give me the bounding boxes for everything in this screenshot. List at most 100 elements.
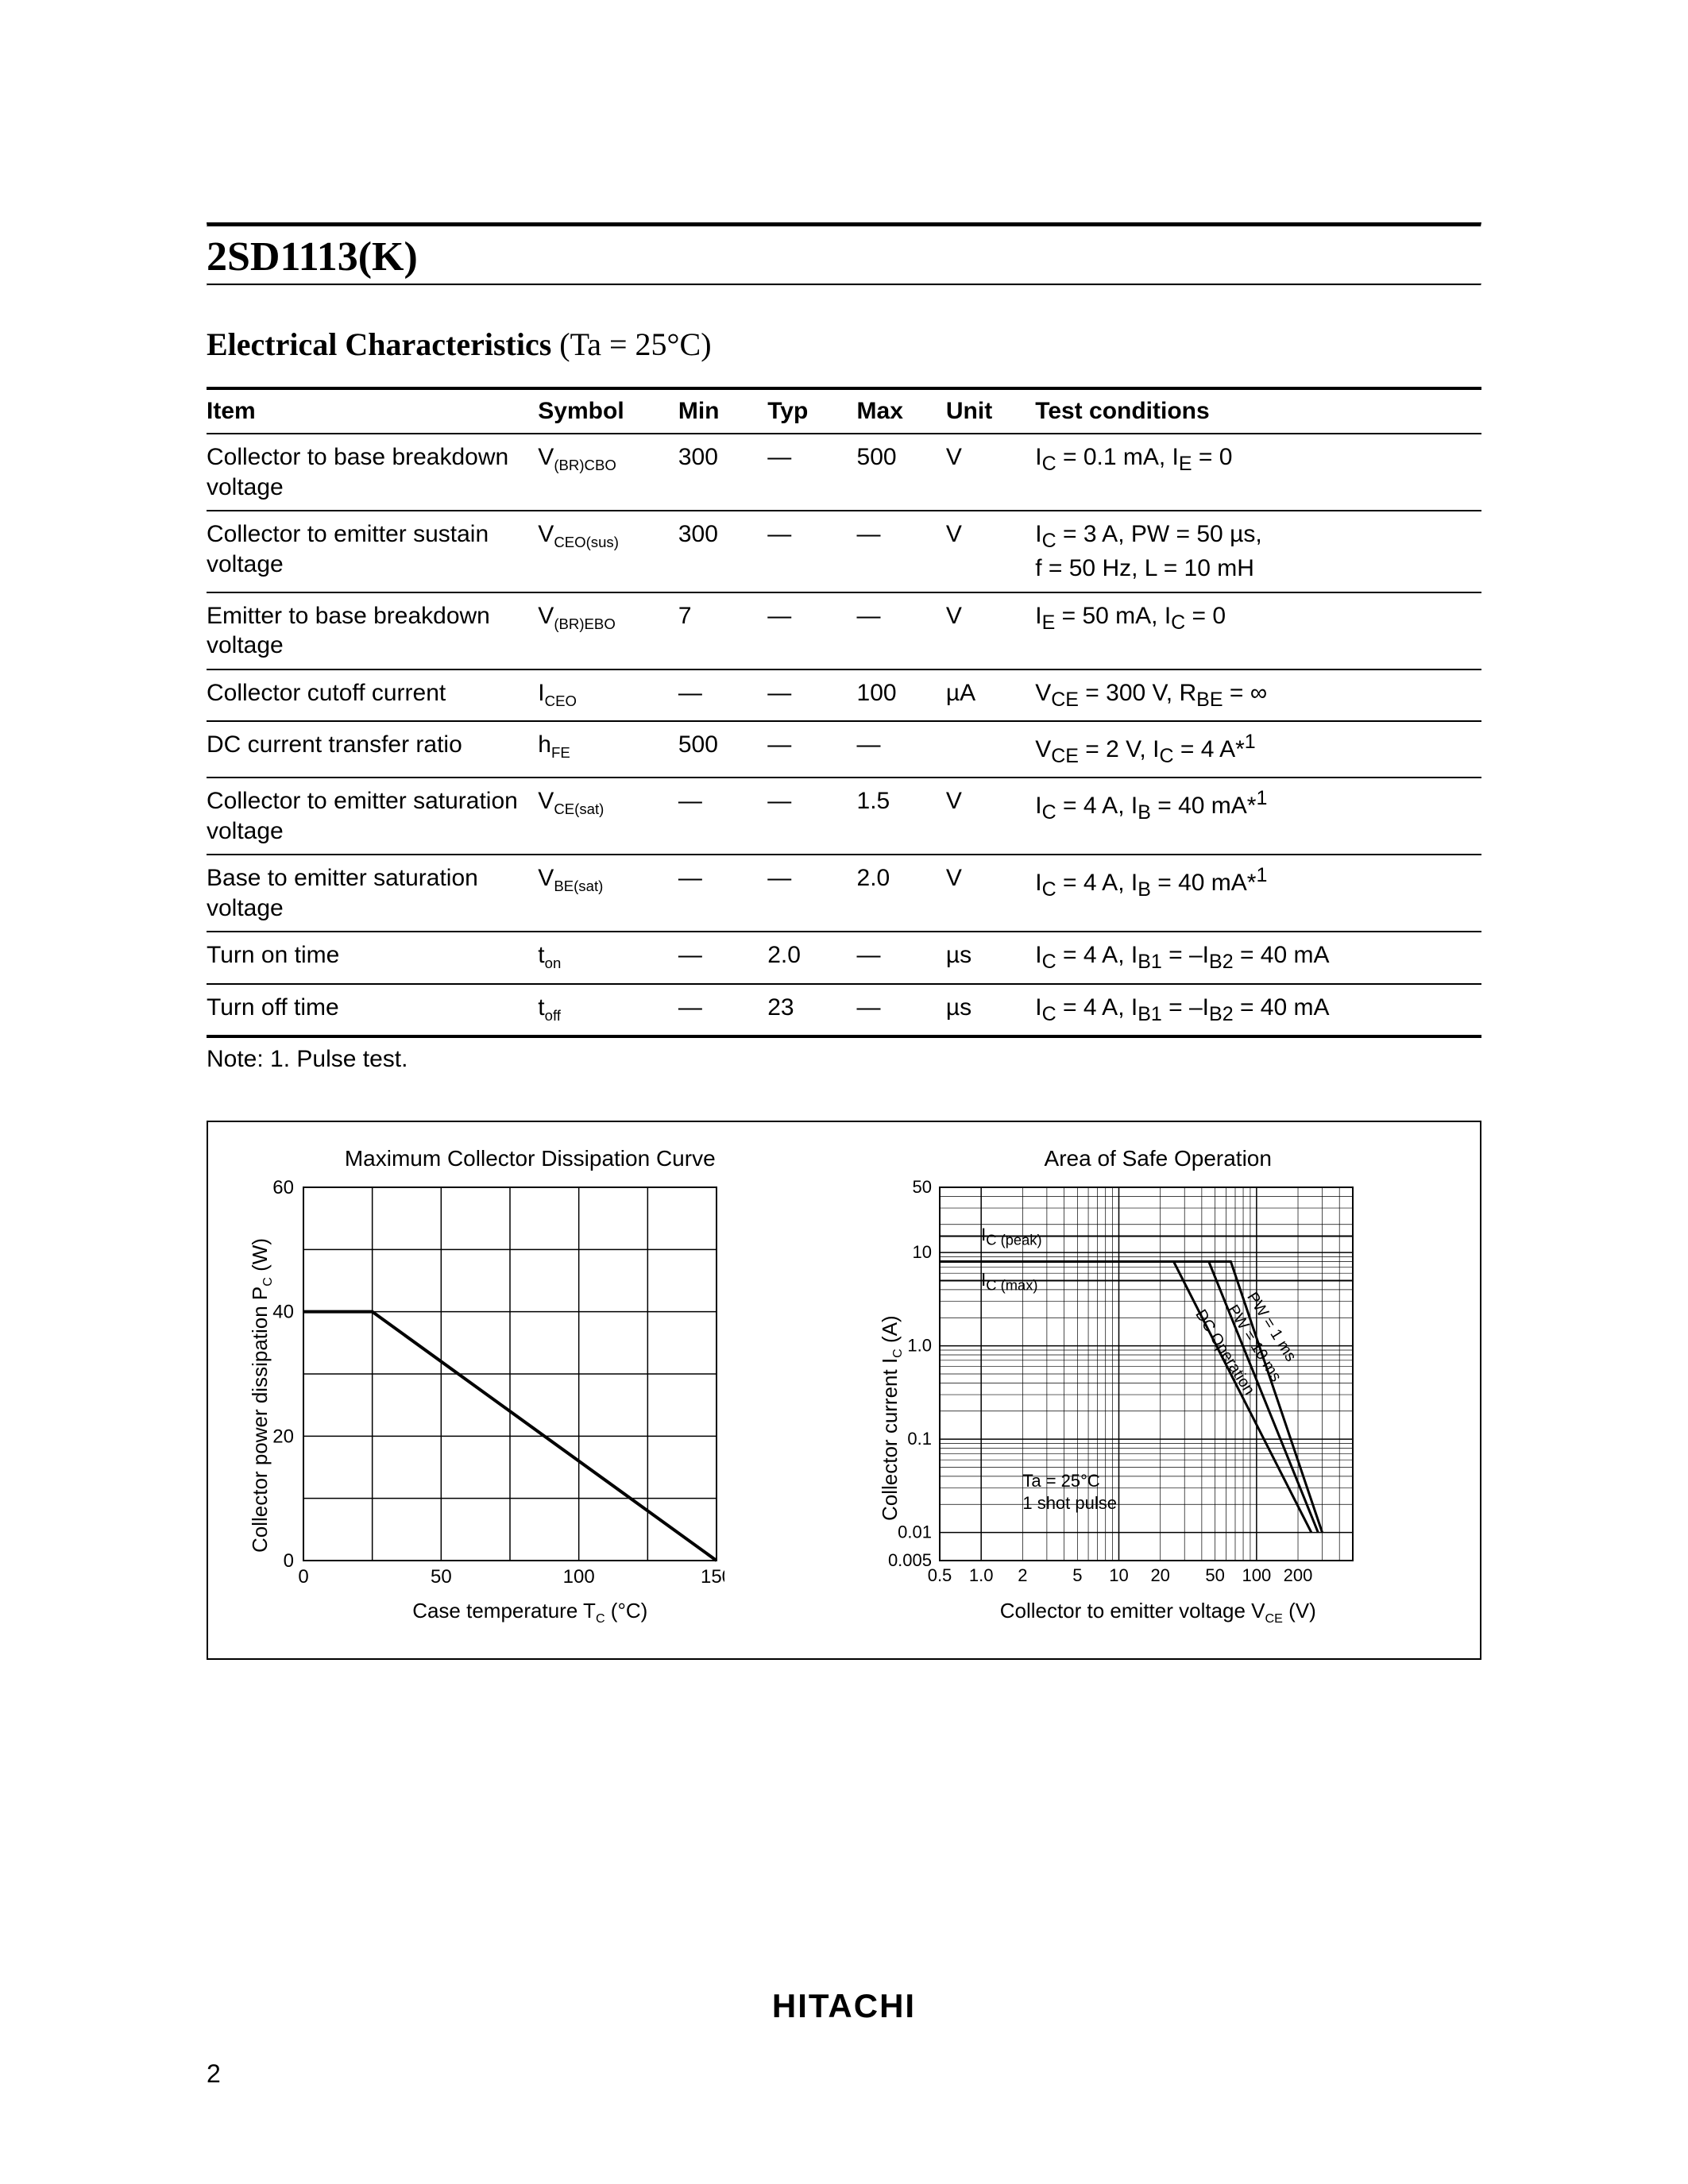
table-cell: 500 xyxy=(857,434,946,511)
table-cell: — xyxy=(678,932,767,983)
table-cell: — xyxy=(857,592,946,669)
svg-text:60: 60 xyxy=(272,1179,294,1198)
chart-title: Area of Safe Operation xyxy=(860,1146,1457,1171)
table-cell: VCE = 2 V, IC = 4 A*1 xyxy=(1035,721,1481,778)
chart-annotation: IC (peak) xyxy=(981,1225,1140,1248)
table-cell: — xyxy=(857,932,946,983)
svg-text:20: 20 xyxy=(1150,1565,1169,1585)
top-rule xyxy=(207,222,1481,227)
table-cell: 300 xyxy=(678,511,767,592)
figures-box: Maximum Collector Dissipation Curve 0 5 0 1… xyxy=(207,1121,1481,1660)
svg-text:10: 10 xyxy=(1109,1565,1128,1585)
table-note: Note: 1. Pulse test. xyxy=(207,1046,1481,1073)
table-header-row: ItemSymbolMinTypMaxUnitTest conditions xyxy=(207,388,1481,434)
x-axis-label: Collector to emitter voltage VCE (V) xyxy=(860,1599,1457,1626)
svg-text:200: 200 xyxy=(1283,1565,1312,1585)
table-cell: V(BR)EBO xyxy=(538,592,678,669)
table-cell: µs xyxy=(946,932,1035,983)
table-row: Base to emitter saturation voltageVBE(sa… xyxy=(207,855,1481,932)
datasheet-page: 2SD1113(K) Electrical Characteristics (T… xyxy=(0,0,1688,2184)
table-row: Collector cutoff currentICEO——100µAVCE =… xyxy=(207,669,1481,721)
table-cell: Turn off time xyxy=(207,984,538,1036)
table-cell: — xyxy=(767,669,856,721)
col-header: Typ xyxy=(767,388,856,434)
table-cell: IC = 4 A, IB1 = –IB2 = 40 mA xyxy=(1035,932,1481,983)
svg-text:0.1: 0.1 xyxy=(907,1429,932,1449)
col-header: Min xyxy=(678,388,767,434)
table-cell: µA xyxy=(946,669,1035,721)
section-title: Electrical Characteristics (Ta = 25°C) xyxy=(207,326,1481,363)
table-cell: — xyxy=(767,778,856,855)
table-cell: V xyxy=(946,592,1035,669)
table-cell: IC = 4 A, IB1 = –IB2 = 40 mA xyxy=(1035,984,1481,1036)
table-cell: Collector to base breakdown voltage xyxy=(207,434,538,511)
table-cell: VCE(sat) xyxy=(538,778,678,855)
table-cell: hFE xyxy=(538,721,678,778)
table-cell: toff xyxy=(538,984,678,1036)
y-axis-label: Collector current IC (A) xyxy=(878,1315,906,1521)
table-cell: Emitter to base breakdown voltage xyxy=(207,592,538,669)
table-cell: — xyxy=(857,984,946,1036)
table-cell: — xyxy=(767,434,856,511)
table-cell: IE = 50 mA, IC = 0 xyxy=(1035,592,1481,669)
col-header: Test conditions xyxy=(1035,388,1481,434)
table-cell: IC = 4 A, IB = 40 mA*1 xyxy=(1035,855,1481,932)
svg-text:20: 20 xyxy=(272,1426,294,1447)
dissipation-chart: Maximum Collector Dissipation Curve 0501… xyxy=(232,1146,829,1626)
table-cell: 300 xyxy=(678,434,767,511)
col-header: Unit xyxy=(946,388,1035,434)
svg-text:100: 100 xyxy=(1242,1565,1271,1585)
table-cell: Collector to emitter saturation voltage xyxy=(207,778,538,855)
table-cell: 23 xyxy=(767,984,856,1036)
x-axis-label: Case temperature TC (°C) xyxy=(232,1599,829,1626)
chart-title: Maximum Collector Dissipation Curve xyxy=(232,1146,829,1171)
table-cell: V(BR)CBO xyxy=(538,434,678,511)
col-header: Item xyxy=(207,388,538,434)
table-cell: 100 xyxy=(857,669,946,721)
svg-text:150: 150 xyxy=(701,1566,724,1588)
table-cell xyxy=(946,721,1035,778)
chart-annotation: Ta = 25°C xyxy=(1022,1470,1181,1491)
svg-text:5: 5 xyxy=(1072,1565,1082,1585)
table-cell: VBE(sat) xyxy=(538,855,678,932)
chart-annotation: 1 shot pulse xyxy=(1022,1493,1181,1514)
table-cell: VCE = 300 V, RBE = ∞ xyxy=(1035,669,1481,721)
table-cell: V xyxy=(946,434,1035,511)
table-cell: VCEO(sus) xyxy=(538,511,678,592)
table-row: Emitter to base breakdown voltageV(BR)EB… xyxy=(207,592,1481,669)
table-row: Collector to emitter sustain voltageVCEO… xyxy=(207,511,1481,592)
svg-text:1.0: 1.0 xyxy=(907,1335,932,1355)
svg-text:0: 0 xyxy=(284,1550,294,1572)
table-cell: Collector to emitter sustain voltage xyxy=(207,511,538,592)
section-title-bold: Electrical Characteristics xyxy=(207,326,551,362)
svg-text:0.005: 0.005 xyxy=(887,1550,931,1570)
part-number: 2SD1113(K) xyxy=(207,233,1481,280)
table-row: Collector to base breakdown voltageV(BR)… xyxy=(207,434,1481,511)
table-cell: V xyxy=(946,855,1035,932)
table-row: Collector to emitter saturation voltageV… xyxy=(207,778,1481,855)
soa-chart: Area of Safe Operation 0.51.025102050100… xyxy=(860,1146,1457,1626)
table-cell: ICEO xyxy=(538,669,678,721)
table-cell: V xyxy=(946,778,1035,855)
svg-text:1.0: 1.0 xyxy=(968,1565,993,1585)
section-title-rest: (Ta = 25°C) xyxy=(551,326,711,362)
table-cell: Collector cutoff current xyxy=(207,669,538,721)
svg-text:0: 0 xyxy=(298,1566,308,1588)
y-axis-label: Collector power dissipation PC (W) xyxy=(248,1238,276,1553)
table-cell: — xyxy=(678,778,767,855)
table-cell: 7 xyxy=(678,592,767,669)
table-cell: — xyxy=(767,855,856,932)
table-cell: 500 xyxy=(678,721,767,778)
table-cell: 2.0 xyxy=(767,932,856,983)
table-cell: — xyxy=(678,984,767,1036)
footer-logo: HITACHI xyxy=(0,1987,1688,2025)
table-cell: — xyxy=(767,511,856,592)
svg-text:2: 2 xyxy=(1018,1565,1027,1585)
table-cell: µs xyxy=(946,984,1035,1036)
table-cell: 1.5 xyxy=(857,778,946,855)
svg-text:0.01: 0.01 xyxy=(898,1522,932,1542)
table-cell: 2.0 xyxy=(857,855,946,932)
table-row: Turn on timeton—2.0—µsIC = 4 A, IB1 = –I… xyxy=(207,932,1481,983)
table-row: Turn off timetoff—23—µsIC = 4 A, IB1 = –… xyxy=(207,984,1481,1036)
table-cell: IC = 0.1 mA, IE = 0 xyxy=(1035,434,1481,511)
